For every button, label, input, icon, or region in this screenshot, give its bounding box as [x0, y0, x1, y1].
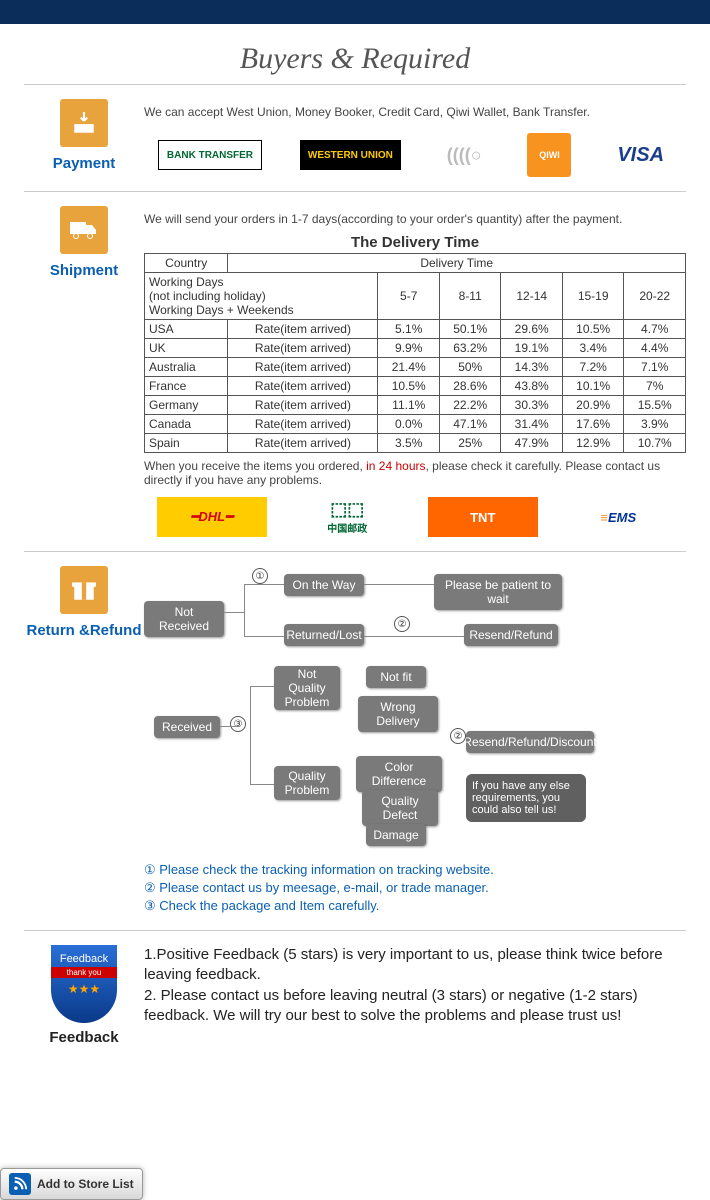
top-bar	[0, 0, 710, 24]
return-flowchart: Not Received Received On the Way Returne…	[144, 566, 684, 856]
carrier-badges: ━DHL━ ⬚⬚中国邮政 TNT ≡EMS	[144, 497, 686, 537]
node-notfit: Not fit	[366, 666, 426, 688]
node-resend: Resend/Refund	[464, 624, 558, 646]
legend-1: ① Please check the tracking information …	[144, 862, 686, 878]
feedback-shield-icon: Feedback thank you ★★★	[51, 945, 117, 1023]
node-damage: Damage	[366, 824, 426, 846]
node-received: Received	[154, 716, 220, 738]
node-returned: Returned/Lost	[284, 624, 364, 646]
legend-3: ③ Check the package and Item carefully.	[144, 898, 686, 914]
badge-chinapost: ⬚⬚中国邮政	[292, 497, 402, 537]
node-colordiff: Color Difference	[356, 756, 442, 792]
node-ontheway: On the Way	[284, 574, 364, 596]
feedback-title: Feedback	[24, 1029, 144, 1046]
node-bepatient: Please be patient to wait	[434, 574, 562, 610]
add-to-store-label: Add to Store List	[37, 1177, 134, 1191]
payment-title: Payment	[24, 155, 144, 172]
shipment-note: When you receive the items you ordered, …	[144, 459, 686, 487]
badge-westernunion: WESTERN UNION	[300, 140, 401, 170]
shipment-icon	[60, 206, 108, 254]
flow-num-2a: ②	[394, 616, 410, 632]
return-legend: ① Please check the tracking information …	[144, 862, 686, 914]
badge-visa: VISA	[609, 140, 672, 170]
delivery-table: CountryDelivery Time Working Days (not i…	[144, 253, 686, 453]
shipment-title: Shipment	[24, 262, 144, 279]
flow-num-3: ③	[230, 716, 246, 732]
shipment-section: Shipment We will send your orders in 1-7…	[24, 191, 686, 551]
flow-num-1: ①	[252, 568, 268, 584]
node-qp: Quality Problem	[274, 766, 340, 800]
add-to-store-button[interactable]: Add to Store List	[0, 1168, 143, 1200]
rss-icon	[9, 1173, 31, 1195]
badge-tnt: TNT	[428, 497, 538, 537]
shipment-intro: We will send your orders in 1-7 days(acc…	[144, 212, 686, 226]
payment-section: Payment We can accept West Union, Money …	[24, 84, 686, 191]
return-icon	[60, 566, 108, 614]
legend-2: ② Please contact us by meesage, e-mail, …	[144, 880, 686, 896]
badge-moneybookers: ((((○	[439, 140, 490, 170]
flow-num-2b: ②	[450, 728, 466, 744]
page-header: Buyers & Required	[24, 24, 686, 84]
feedback-text: 1.Positive Feedback (5 stars) is very im…	[144, 945, 686, 1046]
node-qdefect: Quality Defect	[362, 790, 438, 826]
node-wrongdel: Wrong Delivery	[358, 696, 438, 732]
node-notqp: Not Quality Problem	[274, 666, 340, 710]
badge-qiwi: QIWI	[527, 133, 571, 177]
node-notreceived: Not Received	[144, 601, 224, 637]
callout-else: If you have any else requirements, you c…	[466, 774, 586, 822]
return-section: Return &Refund Not Received Received On …	[24, 551, 686, 930]
delivery-table-title: The Delivery Time	[144, 234, 686, 251]
return-title: Return &Refund	[24, 622, 144, 639]
badge-dhl: ━DHL━	[157, 497, 267, 537]
payment-badges: BANK TRANSFER WESTERN UNION ((((○ QIWI V…	[144, 133, 686, 177]
feedback-section: Feedback thank you ★★★ Feedback 1.Positi…	[24, 930, 686, 1060]
node-rrd: Resend/Refund/Discount	[466, 731, 594, 753]
badge-ems: ≡EMS	[563, 497, 673, 537]
payment-icon	[60, 99, 108, 147]
payment-text: We can accept West Union, Money Booker, …	[144, 105, 686, 119]
badge-banktransfer: BANK TRANSFER	[158, 140, 262, 170]
